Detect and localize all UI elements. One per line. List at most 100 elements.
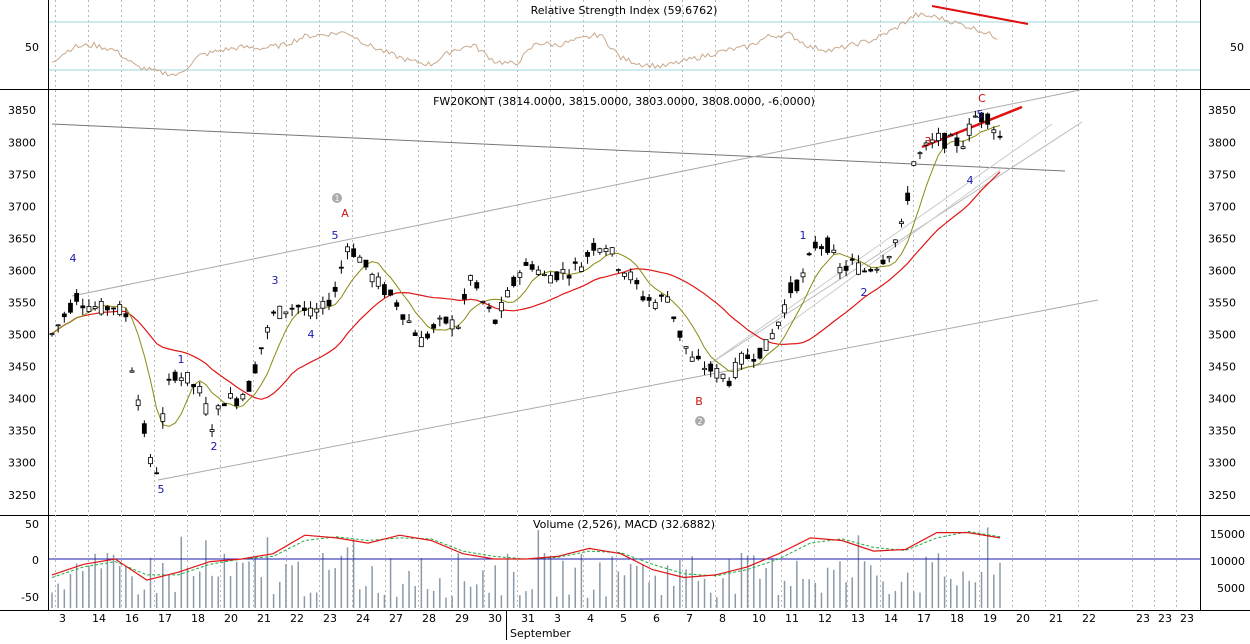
candle-body-81 bbox=[548, 275, 554, 284]
candle-body-83 bbox=[560, 269, 566, 274]
candle-body-25 bbox=[203, 403, 209, 415]
candle-body-72 bbox=[492, 319, 498, 324]
candle-body-13 bbox=[129, 370, 135, 373]
candle-body-39 bbox=[289, 307, 295, 310]
candle-body-9 bbox=[105, 306, 110, 311]
wave-label-2: 2 bbox=[211, 440, 218, 453]
candle-body-153 bbox=[991, 129, 997, 134]
candle-body-135 bbox=[880, 259, 886, 265]
candle-body-57 bbox=[400, 314, 406, 320]
candle-body-24 bbox=[197, 386, 203, 394]
candle-body-145 bbox=[942, 132, 947, 149]
wave-label-3: 5 bbox=[158, 483, 165, 496]
rising-trend-line-1 bbox=[704, 121, 1083, 368]
candle-body-37 bbox=[277, 305, 283, 320]
candle-body-64 bbox=[443, 316, 449, 324]
price-tick-left-3: 3700 bbox=[8, 200, 36, 213]
volume-tick-5000: 5000 bbox=[1217, 582, 1245, 595]
candle-body-137 bbox=[892, 239, 898, 244]
candle-body-127 bbox=[831, 249, 837, 253]
volume-bars bbox=[51, 527, 1001, 608]
candle-body-2 bbox=[61, 313, 67, 318]
price-tick-left-10: 3350 bbox=[8, 425, 36, 438]
candle-body-50 bbox=[357, 256, 363, 263]
price-tick-left-2: 3750 bbox=[8, 168, 36, 181]
candle-body-147 bbox=[954, 137, 960, 147]
x-label-10: 27 bbox=[389, 612, 403, 625]
rising-trend-line-2 bbox=[704, 123, 1053, 368]
x-label-7: 22 bbox=[290, 612, 304, 625]
price-tick-left-9: 3400 bbox=[8, 393, 36, 406]
x-label-14: 31 bbox=[521, 612, 535, 625]
candle-body-90 bbox=[603, 248, 609, 253]
candle-body-58 bbox=[406, 320, 412, 323]
candle-body-121 bbox=[794, 279, 800, 292]
candle-body-35 bbox=[265, 327, 270, 333]
price-tick-right-9: 3400 bbox=[1208, 393, 1236, 406]
x-label-2: 16 bbox=[125, 612, 139, 625]
x-label-21: 10 bbox=[752, 612, 766, 625]
candle-body-96 bbox=[640, 296, 646, 301]
candle-body-89 bbox=[597, 248, 603, 253]
macd-tick-neg50: -50 bbox=[21, 591, 39, 604]
macd-tick-50: 50 bbox=[25, 518, 39, 531]
candle-body-15 bbox=[141, 423, 147, 434]
x-label-25: 14 bbox=[884, 612, 898, 625]
candle-body-106 bbox=[702, 367, 707, 371]
candle-body-124 bbox=[812, 241, 818, 249]
price-tick-left-4: 3650 bbox=[8, 232, 36, 245]
vertical-gridlines bbox=[55, 0, 1177, 610]
candle-body-111 bbox=[732, 362, 738, 378]
wave-label-14: C bbox=[978, 92, 986, 105]
candle-body-102 bbox=[677, 330, 683, 338]
candle-body-44 bbox=[320, 300, 326, 309]
candle-body-120 bbox=[788, 282, 794, 294]
x-label-4: 18 bbox=[191, 612, 205, 625]
candle-body-23 bbox=[191, 384, 196, 388]
candle-body-30 bbox=[234, 398, 240, 406]
rising-trend-line-3 bbox=[779, 169, 1001, 331]
candle-body-78 bbox=[529, 264, 535, 270]
candle-body-132 bbox=[862, 270, 867, 273]
candle-body-112 bbox=[739, 352, 744, 365]
x-label-18: 6 bbox=[653, 612, 660, 625]
x-label-17: 5 bbox=[620, 612, 627, 625]
x-label-0: 3 bbox=[59, 612, 66, 625]
x-label-32: 23 bbox=[1136, 612, 1150, 625]
volume-title: Volume (2,526), MACD (32.6882) bbox=[533, 518, 715, 531]
candle-body-4 bbox=[74, 293, 80, 302]
x-label-12: 29 bbox=[455, 612, 469, 625]
candle-body-31 bbox=[240, 394, 246, 400]
candle-body-16 bbox=[148, 457, 153, 465]
candle-body-152 bbox=[985, 113, 991, 125]
x-label-29: 20 bbox=[1016, 612, 1030, 625]
candle-body-75 bbox=[511, 276, 517, 287]
x-label-9: 24 bbox=[356, 612, 370, 625]
candle-body-128 bbox=[837, 266, 843, 274]
candle-body-79 bbox=[535, 269, 541, 275]
candle-body-33 bbox=[252, 364, 258, 374]
candle-body-10 bbox=[111, 307, 116, 310]
wave-label-13: 5 bbox=[977, 108, 984, 121]
price-tick-right-12: 3250 bbox=[1208, 489, 1236, 502]
candle-body-98 bbox=[652, 302, 658, 309]
moving-average-slow bbox=[51, 171, 1001, 400]
price-candles bbox=[49, 110, 1003, 475]
price-tick-left-8: 3450 bbox=[8, 361, 36, 374]
candle-body-108 bbox=[714, 368, 720, 379]
candle-body-29 bbox=[228, 393, 233, 399]
price-tick-right-0: 3850 bbox=[1208, 104, 1236, 117]
candle-body-94 bbox=[628, 271, 634, 281]
wave-label-8: B bbox=[695, 395, 703, 408]
price-tick-left-1: 3800 bbox=[8, 136, 36, 149]
candle-body-141 bbox=[917, 152, 923, 155]
wave-label-4: 3 bbox=[272, 274, 279, 287]
candle-body-14 bbox=[135, 399, 141, 406]
price-tick-right-3: 3700 bbox=[1208, 200, 1236, 213]
candle-body-130 bbox=[849, 258, 855, 261]
candle-body-49 bbox=[351, 248, 357, 257]
candle-body-84 bbox=[566, 275, 572, 279]
candle-body-11 bbox=[117, 304, 123, 315]
